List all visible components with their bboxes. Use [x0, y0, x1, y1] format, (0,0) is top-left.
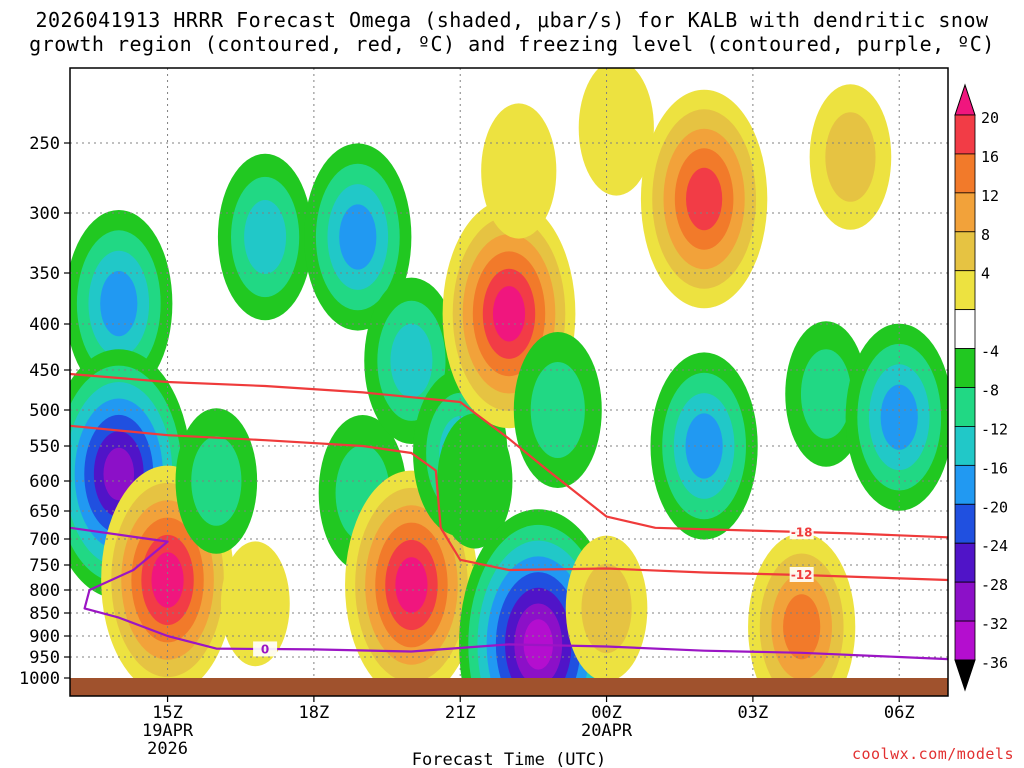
colorbar-label-1: 16	[981, 148, 999, 166]
colorbar-label-0: 20	[981, 109, 999, 127]
omega-cell-11-band-0	[437, 413, 513, 549]
ground-surface	[70, 678, 948, 696]
omega-cell-0-band-3	[100, 271, 138, 337]
chart-title-line1: 2026041913 HRRR Forecast Omega (shaded, …	[35, 8, 989, 32]
colorbar-segment-12	[954, 581, 976, 622]
y-tick-label-350: 350	[29, 264, 60, 284]
colorbar-label-8: -16	[981, 459, 1008, 477]
colorbar-label-11: -28	[981, 576, 1008, 594]
y-tick-label-1000: 1000	[19, 669, 60, 689]
y-tick-label-850: 850	[29, 604, 60, 624]
omega-cell-20-band-3	[783, 594, 821, 660]
omega-cell-6-band-3	[339, 204, 377, 270]
y-tick-label-900: 900	[29, 627, 60, 647]
chart-title-line2: growth region (contoured, red, ºC) and f…	[29, 32, 995, 56]
credit-text: coolwx.com/models	[851, 745, 1014, 763]
colorbar-label-12: -32	[981, 615, 1008, 633]
gridlines	[70, 68, 948, 678]
colorbar-label-13: -36	[981, 654, 1008, 672]
omega-cell-9-band-2	[390, 323, 433, 398]
omega-cell-22-band-1	[825, 112, 876, 202]
colorbar-label-5: -4	[981, 343, 999, 361]
colorbar-label-10: -24	[981, 537, 1008, 555]
colorbar-segment-11	[954, 542, 976, 583]
y-tick-label-600: 600	[29, 472, 60, 492]
colorbar-segment-9	[954, 464, 976, 505]
omega-cell-12-band-5	[492, 286, 526, 342]
colorbar-label-4: 4	[981, 265, 990, 283]
omega-cell-17-band-0	[578, 68, 654, 196]
y-tick-label-750: 750	[29, 556, 60, 576]
colorbar-segment-2	[954, 192, 976, 233]
y-tick-label-800: 800	[29, 581, 60, 601]
omega-shading	[70, 68, 948, 678]
contour-label-bg-1	[789, 524, 814, 540]
omega-cell-3-band-1	[191, 436, 242, 526]
contour-label-2: -12	[791, 568, 813, 582]
colorbar-segment-10	[954, 503, 976, 544]
y-tick-label-550: 550	[29, 437, 60, 457]
y-tick-label-500: 500	[29, 401, 60, 421]
x-tick-sub1-00Z: 20APR	[581, 721, 633, 741]
contour-label-1: -18	[791, 525, 813, 539]
colorbar-segment-13	[954, 620, 976, 661]
colorbar-label-3: 8	[981, 226, 990, 244]
contour-label-3: 0	[261, 642, 269, 656]
contour-line-1	[70, 424, 948, 582]
y-tick-label-650: 650	[29, 502, 60, 522]
omega-cell-18-band-4	[686, 167, 723, 231]
colorbar-top-triangle	[954, 83, 976, 116]
x-axis-label: Forecast Time (UTC)	[412, 750, 606, 768]
colorbar-segment-5	[954, 309, 976, 349]
colorbar-segment-0	[954, 114, 976, 155]
y-tick-label-300: 300	[29, 204, 60, 224]
colorbar-segment-4	[954, 270, 976, 311]
omega-cell-19-band-3	[685, 413, 723, 479]
x-tick-sub1-15Z: 19APR	[142, 721, 194, 741]
x-tick-label-06Z: 06Z	[884, 703, 915, 723]
omega-cell-4-band-0	[220, 541, 290, 667]
x-tick-label-21Z: 21Z	[445, 703, 476, 723]
colorbar: 20 16 12 8 4 -4 -8 -12 -16 -20 -24 -28 -32 -36	[954, 83, 1008, 692]
chart-title: 2026041913 HRRR Forecast Omega (shaded, …	[0, 8, 1024, 56]
colorbar-segment-3	[954, 231, 976, 272]
x-tick-label-03Z: 03Z	[738, 703, 769, 723]
y-tick-label-450: 450	[29, 361, 60, 381]
colorbar-segment-6	[954, 348, 976, 388]
x-tick-label-15Z: 15Z	[152, 703, 183, 723]
colorbar-label-9: -20	[981, 498, 1008, 516]
contour-label-bg-3	[253, 641, 278, 657]
colorbar-label-2: 12	[981, 187, 999, 205]
contour-lines: -18 -12 0	[70, 372, 948, 661]
x-tick-label-18Z: 18Z	[299, 703, 330, 723]
colorbar-label-6: -8	[981, 382, 999, 400]
colorbar-segment-8	[954, 426, 976, 466]
colorbar-bottom-triangle	[954, 659, 976, 692]
axes: 250 300 350 400 450 500 550 600 650 700 750 800 850 9…	[19, 67, 949, 759]
omega-cell-13-band-0	[481, 103, 557, 239]
contour-label-bg-2	[789, 567, 814, 582]
contour-line-0	[70, 372, 948, 539]
y-tick-label-700: 700	[29, 530, 60, 550]
x-tick-label-00Z: 00Z	[591, 703, 622, 723]
omega-cell-1-band-6	[103, 447, 135, 501]
colorbar-segment-7	[954, 387, 976, 427]
colorbar-label-7: -12	[981, 420, 1008, 438]
colorbar-segment-1	[954, 153, 976, 194]
omega-cell-21-band-1	[800, 349, 852, 439]
y-tick-label-400: 400	[29, 315, 60, 335]
plot-frame	[69, 67, 949, 697]
omega-cell-8-band-5	[395, 557, 428, 613]
y-tick-label-250: 250	[29, 134, 60, 154]
y-tick-label-950: 950	[29, 648, 60, 668]
ground-bar	[70, 678, 948, 696]
omega-cell-5-band-2	[244, 200, 287, 274]
x-tick-sub2-15Z: 2026	[147, 739, 188, 759]
